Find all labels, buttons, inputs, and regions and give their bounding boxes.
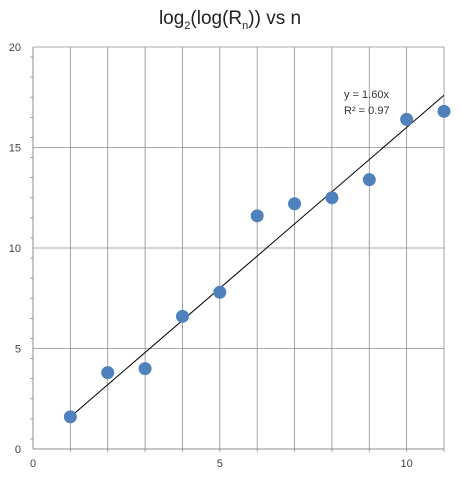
data-point (175, 309, 189, 323)
y-tick-label: 20 (9, 42, 21, 54)
tick-labels: 0 5 10 15 20 0 5 10 (9, 42, 413, 470)
data-point (288, 197, 302, 211)
data-point (325, 191, 339, 205)
title-log: log (159, 8, 184, 29)
title-subscript-base: 2 (184, 20, 190, 32)
data-point (250, 209, 264, 223)
x-tick-label: 5 (217, 458, 223, 470)
y-tick-label: 15 (9, 143, 21, 155)
y-tick-label: 0 (15, 444, 21, 456)
trendline-layer (70, 94, 445, 418)
y-tick-label: 10 (9, 243, 21, 255)
axes (30, 47, 445, 452)
chart-title: log2(log(Rn)) vs n (159, 8, 301, 32)
grid (33, 46, 445, 449)
data-points (63, 104, 451, 424)
trendline-r-squared: R² = 0.97 (344, 105, 390, 117)
data-point (138, 362, 152, 376)
data-point (101, 366, 115, 380)
data-point (362, 173, 376, 187)
data-point (63, 410, 77, 424)
title-middle: (log(R (190, 8, 242, 29)
data-point (213, 285, 227, 299)
title-subscript-n: n (242, 20, 248, 32)
trendline-equation: y = 1.60x (344, 89, 389, 101)
x-tick-label: 10 (401, 458, 413, 470)
y-tick-label: 5 (15, 344, 21, 356)
data-point (437, 104, 451, 118)
title-end: )) vs n (248, 8, 301, 29)
trendline (70, 94, 445, 418)
data-point (400, 112, 414, 126)
x-tick-label: 0 (30, 458, 36, 470)
